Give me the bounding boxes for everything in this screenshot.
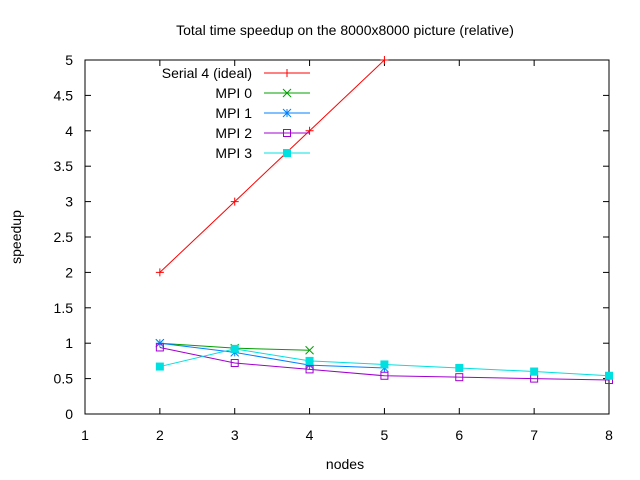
cross-marker (282, 88, 292, 98)
legend-label: MPI 1 (215, 105, 252, 121)
cross-marker (305, 345, 314, 355)
x-tick-label: 6 (455, 427, 463, 443)
x-tick-label: 3 (231, 427, 239, 443)
x-tick-label: 4 (306, 427, 314, 443)
y-tick-label: 2 (65, 264, 73, 280)
series-mpi-1 (155, 338, 389, 373)
filled-square-marker (530, 367, 539, 376)
filled-square-marker (283, 149, 291, 157)
chart-title: Total time speedup on the 8000x8000 pict… (176, 22, 514, 38)
star-marker (282, 108, 292, 118)
legend: Serial 4 (ideal) MPI 0 MPI 1 MPI 2 MPI 3 (162, 65, 310, 161)
star-marker (305, 360, 314, 370)
y-tick-label: 1 (65, 335, 73, 351)
y-tick-label: 4 (65, 123, 73, 139)
open-square-marker (380, 371, 389, 380)
y-tick-label: 3.5 (54, 158, 74, 174)
series-line (159, 342, 385, 369)
x-axis-label: nodes (326, 456, 364, 472)
y-tick-label: 3 (65, 194, 73, 210)
filled-square-marker (305, 356, 314, 365)
series-line (159, 346, 610, 381)
x-tick-label: 7 (530, 427, 538, 443)
plus-marker (230, 197, 239, 206)
series-group (155, 56, 613, 385)
series-mpi-3 (155, 344, 613, 380)
plus-marker (155, 268, 164, 277)
plus-marker (283, 69, 291, 77)
legend-label: MPI 0 (215, 85, 252, 101)
x-tick-label: 1 (81, 427, 89, 443)
y-tick-label: 4.5 (54, 87, 74, 103)
x-tick-label: 5 (381, 427, 389, 443)
plot-frame (84, 59, 610, 415)
filled-square-marker (380, 360, 389, 369)
y-tick-label: 0 (65, 406, 73, 422)
star-marker (155, 338, 165, 348)
filled-square-marker (230, 344, 239, 353)
filled-square-marker (455, 363, 464, 372)
y-tick-label: 1.5 (54, 300, 74, 316)
open-square-marker (455, 373, 464, 382)
legend-label: MPI 2 (215, 125, 252, 141)
y-tick-label: 2.5 (54, 229, 74, 245)
open-square-marker (155, 343, 164, 352)
series-line (159, 59, 385, 273)
y-tick-label: 0.5 (54, 371, 74, 387)
y-axis-label: speedup (8, 210, 24, 264)
open-square-marker (283, 129, 291, 137)
series-serial-4-ideal (155, 56, 389, 277)
open-square-marker (305, 365, 314, 374)
legend-label: MPI 3 (215, 145, 252, 161)
filled-square-marker (155, 362, 164, 371)
axis-ticks: 1 2 3 4 5 6 7 8 0 0.5 1 1.5 2 2.5 3 3.5 4 4.5 5 (54, 52, 614, 443)
x-tick-label: 2 (156, 427, 164, 443)
plus-marker (380, 56, 389, 64)
legend-label: Serial 4 (ideal) (162, 65, 252, 81)
y-tick-label: 5 (65, 52, 73, 68)
x-tick-label: 8 (605, 427, 613, 443)
open-square-marker (230, 359, 239, 368)
filled-square-marker (605, 371, 613, 380)
